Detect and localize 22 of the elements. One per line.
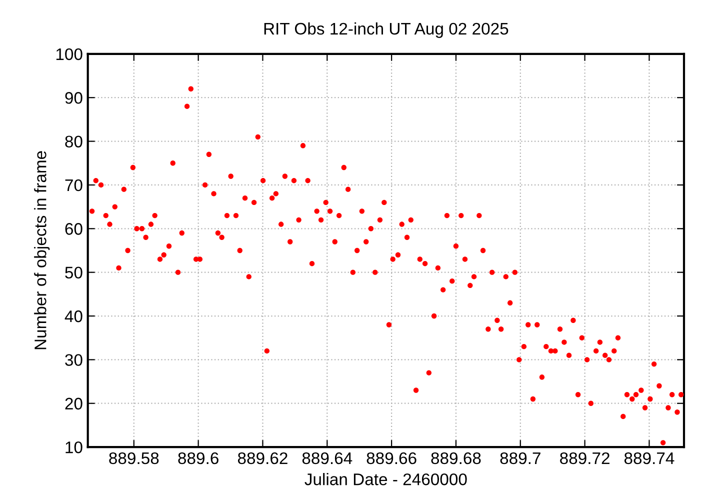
x-tick-label: 889.72 [560,452,610,464]
y-tick-label: 70 [65,179,82,192]
y-axis-title: Number of objects in frame [34,151,50,350]
y-tick-label: 40 [64,310,82,322]
y-tick-label: 90 [65,92,82,104]
chart-title: RIT Obs 12-inch UT Aug 02 2025 [264,22,508,38]
x-tick-label: 889.58 [109,452,159,464]
x-tick-label: 889.64 [302,452,352,464]
y-tick-label: 60 [65,223,82,235]
y-tick-label: 80 [65,136,82,148]
x-tick-label: 889.7 [500,452,540,464]
y-tick-label: 100 [56,48,82,60]
x-tick-label: 889.66 [366,452,416,464]
x-tick-label: 889.62 [238,452,288,464]
y-tick-label: 50 [65,266,82,279]
x-tick-label: 889.6 [178,452,218,464]
x-tick-label: 889.68 [431,452,481,464]
y-tick-label: 30 [65,354,82,366]
y-tick-label: 20 [65,398,82,410]
x-tick-label: 889.74 [624,452,674,464]
y-tick-label: 10 [66,441,82,454]
x-axis-title: Julian Date - 2460000 [304,473,467,486]
